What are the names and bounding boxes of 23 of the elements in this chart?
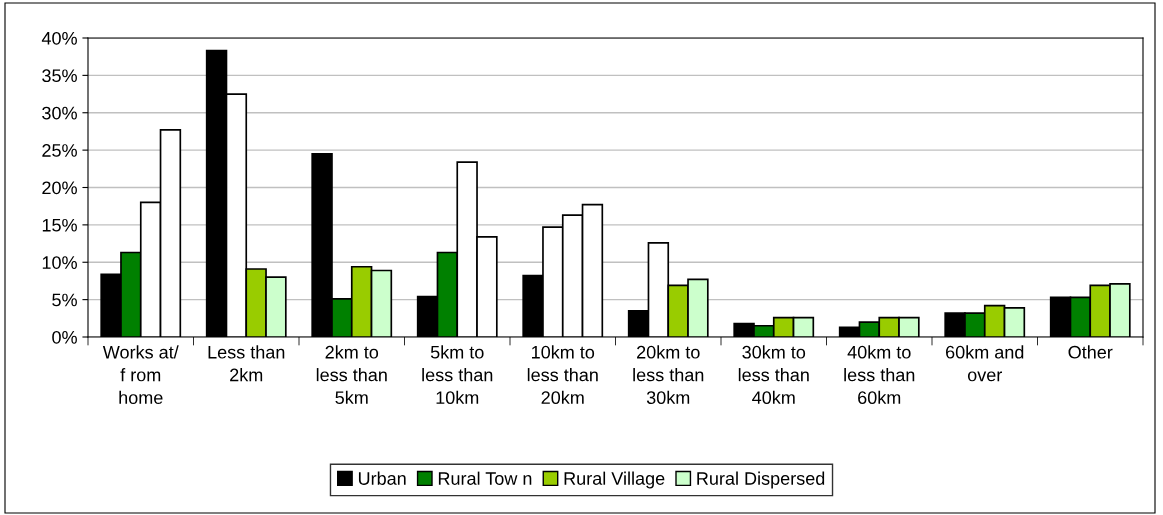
x-tick-label: Works at/ f rom home (102, 345, 179, 405)
y-tick-label: 0% (52, 330, 77, 344)
y-tick-label: 10% (42, 256, 77, 269)
x-tick-label: 40km to less than 60km (844, 345, 915, 405)
legend-label: Rural Village (564, 471, 665, 489)
y-tick-label: 15% (42, 218, 77, 232)
x-tick-label: Less than 2km (208, 345, 285, 382)
y-tick-label: 40% (41, 31, 77, 45)
legend-label: Urban (358, 471, 406, 485)
x-tick-label: 5km to less than 10km (422, 345, 493, 405)
x-tick-label: 2km to less than 5km (316, 345, 387, 405)
x-tick-label: 30km to less than 40km (738, 345, 809, 405)
y-tick-label: 30% (42, 106, 77, 120)
y-tick-label: 25% (42, 144, 77, 157)
x-tick-label: Other (1068, 345, 1113, 359)
legend-label: Rural Tow n (438, 471, 532, 485)
y-tick-label: 35% (42, 69, 77, 83)
x-tick-label: 20km to less than 30km (633, 345, 704, 405)
x-tick-label: 60km and over (946, 345, 1024, 382)
legend-label: Rural Dispersed (697, 471, 825, 489)
y-tick-label: 20% (42, 181, 77, 195)
y-tick-label: 5% (52, 293, 77, 307)
x-tick-label: 10km to less than 20km (527, 345, 598, 405)
